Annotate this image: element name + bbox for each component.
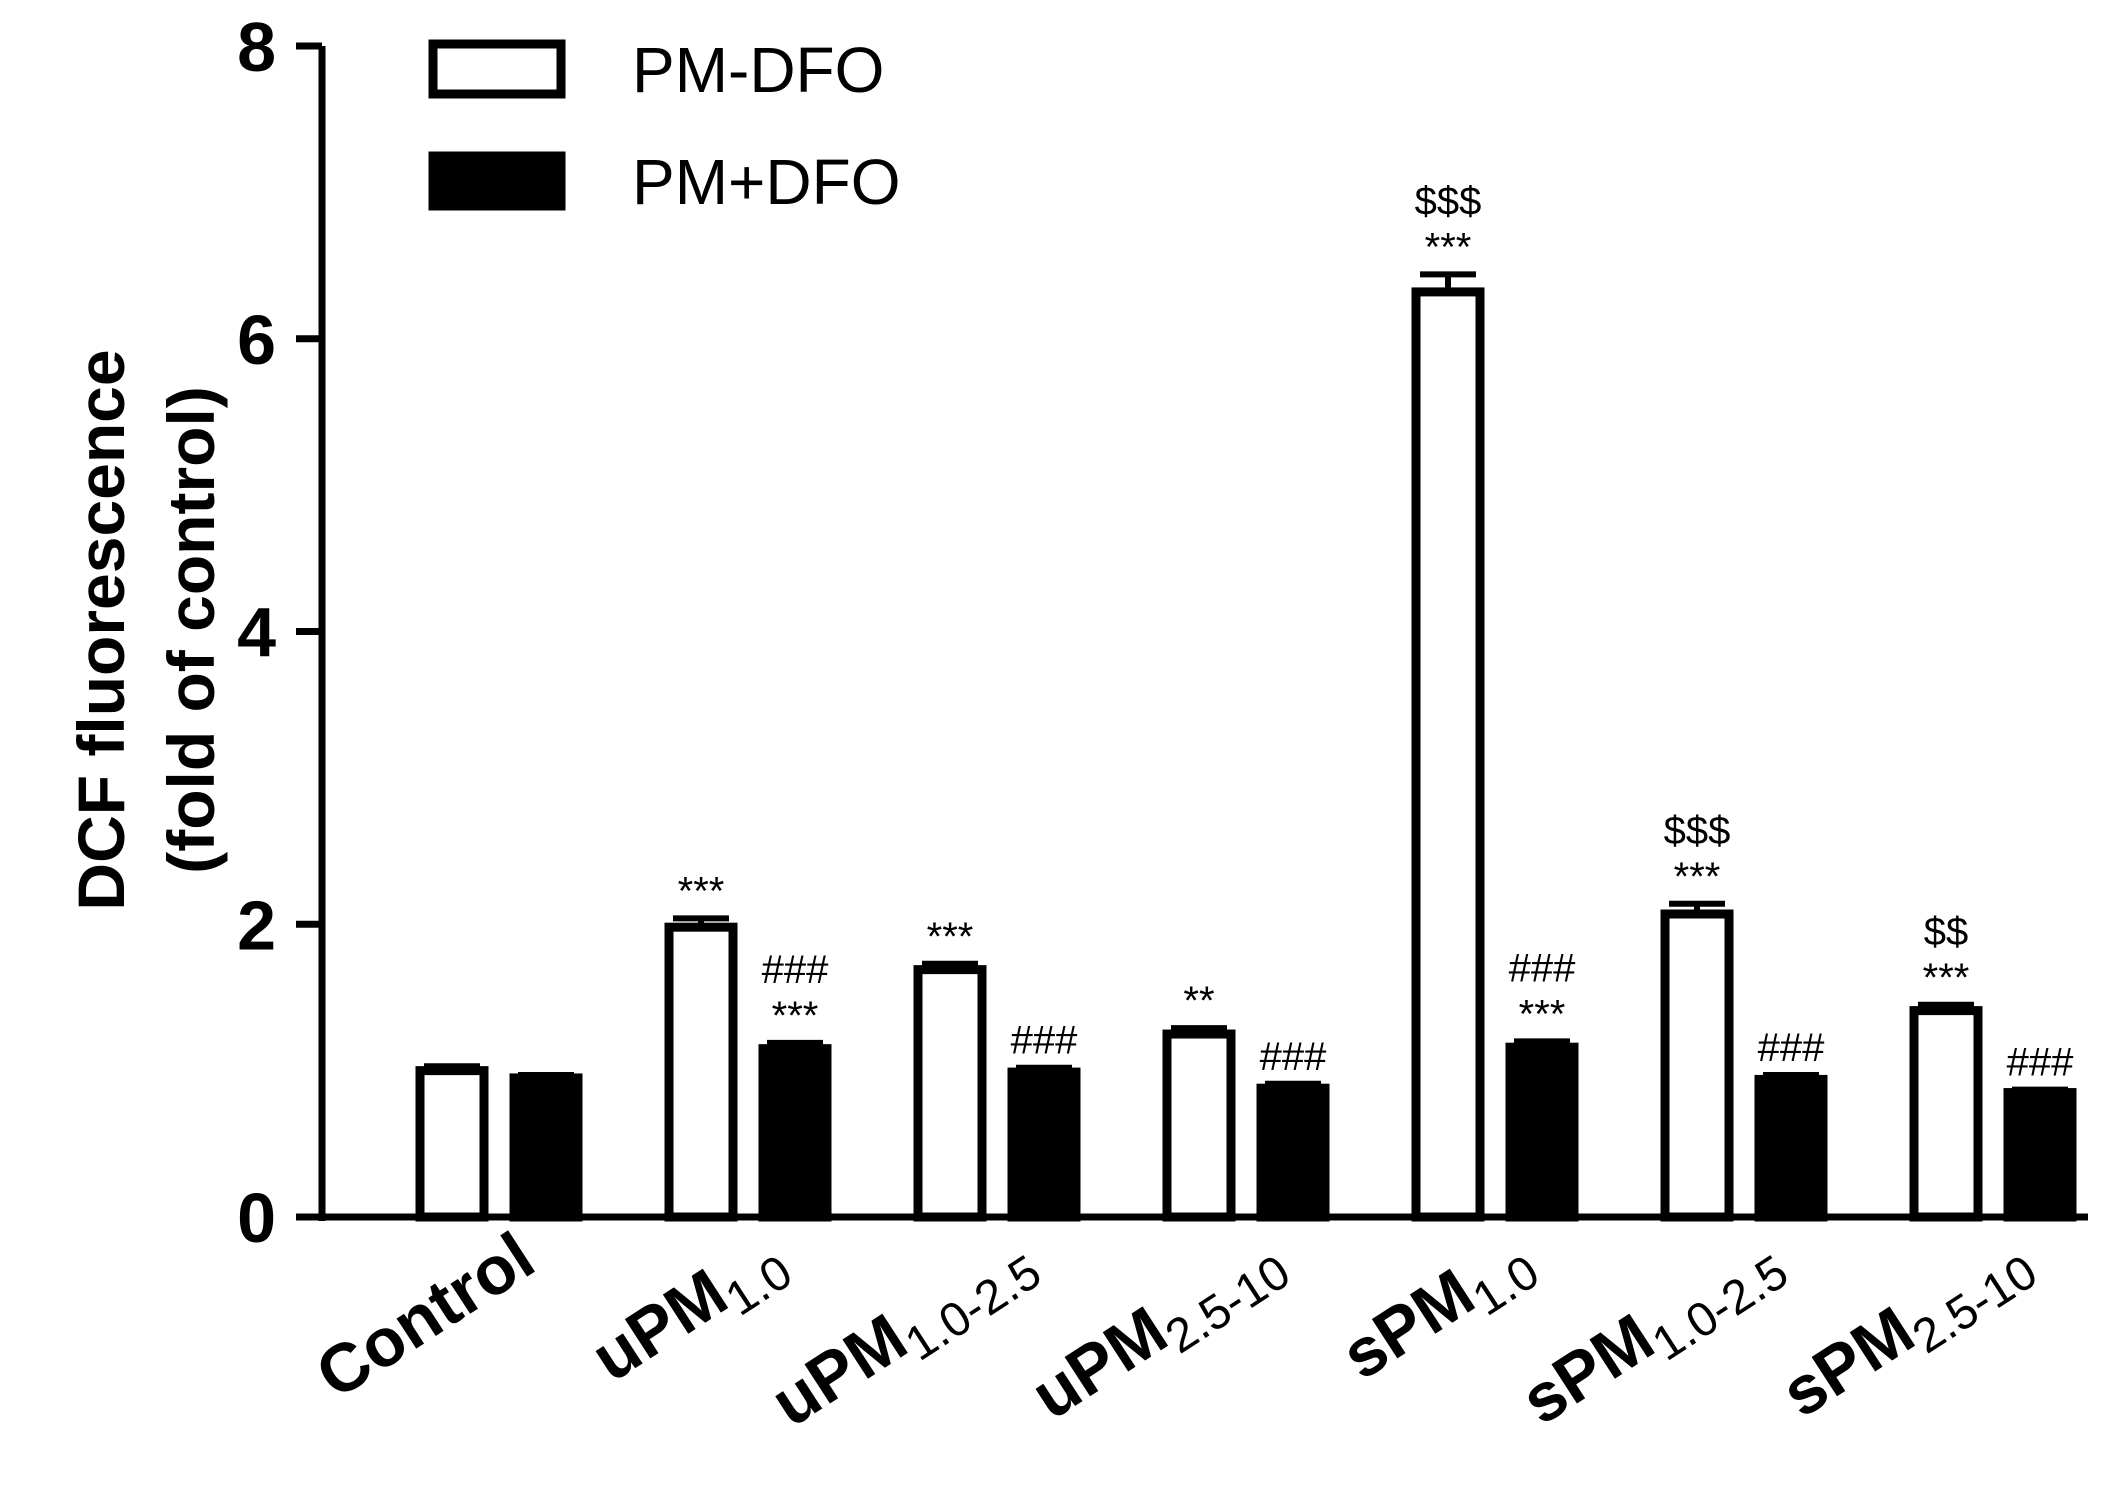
bar-pm-minus-dfo (1411, 287, 1485, 1222)
significance-marker: *** (678, 869, 725, 913)
significance-marker: ### (1509, 946, 1576, 990)
significance-marker: $$$ (1415, 179, 1482, 223)
x-tick-label: Control (303, 1218, 547, 1413)
legend-swatch-pm-plus-dfo (428, 151, 566, 211)
bar-pm-plus-dfo (1505, 1042, 1579, 1222)
x-tick-label: uPM1.0-2.5 (758, 1218, 1051, 1450)
bar-pm-plus-dfo (1754, 1074, 1828, 1222)
bar-pm-minus-dfo (913, 965, 987, 1222)
bar-pm-minus-dfo (1909, 1006, 1983, 1222)
significance-marker: *** (1923, 956, 1970, 1000)
bars (415, 271, 2077, 1222)
significance-marker: ### (1260, 1035, 1327, 1079)
significance-marker: *** (1674, 855, 1721, 899)
significance-marker: *** (1425, 225, 1472, 269)
significance-marker: ### (1011, 1019, 1078, 1063)
y-axis-label-line-2: (fold of control) (154, 386, 228, 874)
bar-pm-minus-dfo (1660, 909, 1734, 1222)
x-tick-label: uPM2.5-10 (1018, 1218, 1299, 1442)
significance-marker: ** (1183, 979, 1214, 1023)
legend-label: PM+DFO (632, 146, 900, 218)
significance-marker: *** (927, 915, 974, 959)
y-axis-label: DCF fluorescence (fold of control) (64, 349, 228, 910)
significance-marker: $$$ (1664, 809, 1731, 853)
y-axis-ticks: 0 2 4 6 8 (237, 8, 322, 1257)
y-tick-label: 6 (237, 301, 276, 379)
y-axis-label-line-1: DCF fluorescence (64, 349, 138, 910)
significance-annotations: ******###***###**###***$$$***###***$$$##… (678, 179, 2074, 1084)
legend-swatch-pm-minus-dfo (428, 39, 566, 99)
y-tick-label: 4 (237, 594, 276, 672)
legend: PM-DFO PM+DFO (428, 34, 900, 218)
bar-pm-plus-dfo (758, 1044, 832, 1222)
y-tick-label: 0 (237, 1179, 276, 1257)
legend-label: PM-DFO (632, 34, 884, 106)
significance-marker: *** (1519, 992, 1566, 1036)
bar-pm-plus-dfo (1007, 1067, 1081, 1222)
significance-marker: ### (2007, 1041, 2074, 1085)
significance-marker: ### (762, 948, 829, 992)
y-tick-label: 8 (237, 8, 276, 86)
bar-pm-minus-dfo (664, 922, 738, 1222)
x-tick-label: sPM1.0-2.5 (1508, 1218, 1797, 1448)
bar-pm-plus-dfo (509, 1073, 583, 1222)
y-tick-label: 2 (237, 886, 276, 964)
x-tick-label: sPM2.5-10 (1768, 1218, 2046, 1440)
significance-marker: *** (772, 994, 819, 1038)
bar-pm-minus-dfo (1162, 1029, 1236, 1222)
bar-pm-plus-dfo (1256, 1083, 1330, 1222)
significance-marker: $$ (1924, 910, 1969, 954)
significance-marker: ### (1758, 1026, 1825, 1070)
bar-pm-plus-dfo (2003, 1088, 2077, 1222)
bar-pm-minus-dfo (415, 1066, 489, 1222)
